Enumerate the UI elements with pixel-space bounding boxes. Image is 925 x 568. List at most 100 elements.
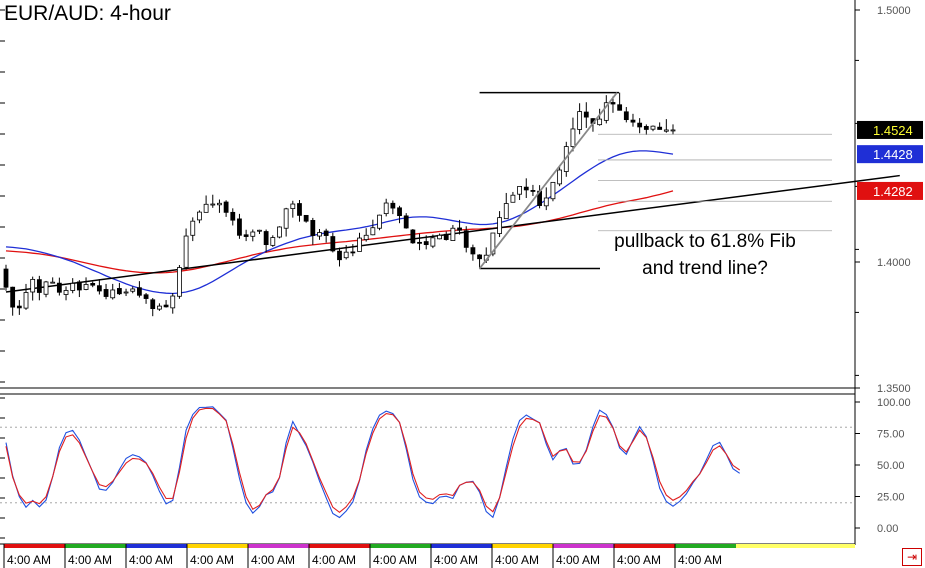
candle-body [503,203,509,220]
candle-body [16,305,22,309]
candle-body [530,190,536,192]
candle-body [210,203,216,206]
candle-body [243,234,249,237]
price-label-ma_blue-bg [857,145,923,164]
candle-body [443,233,449,240]
candle-body [410,229,416,244]
oscillator-axis-label: 0.00 [877,523,898,535]
time-axis-color-band [614,544,675,548]
candle-body [457,227,462,231]
candle-body [417,241,422,244]
time-axis-label: 4:00 AM [373,553,417,567]
stochastic-stoch_k-line [5,406,741,519]
fib-diagonal [478,92,618,270]
oscillator-axis-label: 75.00 [877,429,905,441]
time-axis-label: 4:00 AM [312,553,356,567]
candle-body [350,251,356,254]
candle-body [390,202,396,209]
time-axis-color-band [309,544,370,548]
candle-body [130,288,136,292]
candle-body [623,111,629,121]
candle-body [150,299,156,310]
candle-body [83,284,89,290]
price-label-ma_red: 1.4282 [873,184,913,199]
candle-body [430,237,436,247]
candle-body [610,102,616,105]
oscillator-axis-label: 100.00 [877,397,911,409]
candle-body [583,111,589,118]
candle-body [177,267,182,297]
time-axis-color-band [553,544,614,548]
candle-body [63,290,69,295]
candle-body [297,203,302,216]
candle-body [630,119,636,123]
candle-body [463,230,469,248]
candle-body [383,202,389,215]
price-label-ma_red-bg [857,181,923,200]
candle-body [230,211,236,221]
price-axis-label: 1.4000 [877,257,911,269]
candle-body [317,232,322,237]
candle-body [123,291,129,294]
candle-body [50,281,56,284]
candle-body [570,128,576,147]
candle-body [163,304,169,308]
candle-body [237,218,242,236]
candle-body [56,282,62,293]
candle-body [657,126,663,130]
scroll-to-end-button[interactable]: ⇥ [902,548,922,566]
candle-body [470,247,476,255]
candle-body [136,287,142,296]
candle-body [490,232,496,255]
candle-body [637,122,643,128]
candle-body [110,289,116,299]
price-axis-label: 1.3500 [877,383,911,395]
candle-body [90,283,96,286]
candle-body [36,279,42,293]
candle-body [270,237,276,246]
candle-body [550,181,556,200]
annotation-line-2: and trend line? [642,258,768,279]
candle-body [23,292,29,309]
candle-body [197,211,202,221]
candle-body [290,203,296,209]
candle-body [43,281,49,295]
candle-body [523,186,529,191]
chart-title: EUR/AUD: 4-hour [4,2,171,25]
candle-body [70,283,76,291]
chart-annotation: pullback to 61.8% Fib and trend line? [600,228,810,282]
time-axis-label: 4:00 AM [129,553,173,567]
time-axis-label: 4:00 AM [678,553,722,567]
time-axis-color-band [431,544,492,548]
time-axis-label: 4:00 AM [434,553,478,567]
candle-body [3,268,9,288]
time-axis-label: 4:00 AM [190,553,234,567]
candle-body [357,237,362,252]
candle-body [437,234,442,240]
candle-body [377,214,382,229]
candle-body [450,227,456,241]
candle-body [370,227,376,236]
candle-body [30,278,36,293]
candle-body [190,220,196,236]
candle-body [170,295,176,309]
candle-body [116,288,122,295]
price-label-current: 1.4524 [873,123,913,138]
candle-body [183,235,189,268]
candle-body [203,203,209,213]
time-axis-color-band [65,544,126,548]
candle-body [397,207,402,217]
time-axis-label: 4:00 AM [495,553,539,567]
time-axis-color-band [187,544,248,548]
candle-body [103,289,109,297]
candle-body [283,208,289,229]
candle-body [330,236,336,252]
time-axis-label: 4:00 AM [68,553,112,567]
time-axis-color-band [4,544,65,548]
candle-body [403,215,409,229]
candle-body [337,250,342,261]
candle-body [510,194,516,203]
price-label-ma_blue: 1.4428 [873,147,913,162]
candle-body [277,226,282,238]
candle-body [257,229,262,232]
